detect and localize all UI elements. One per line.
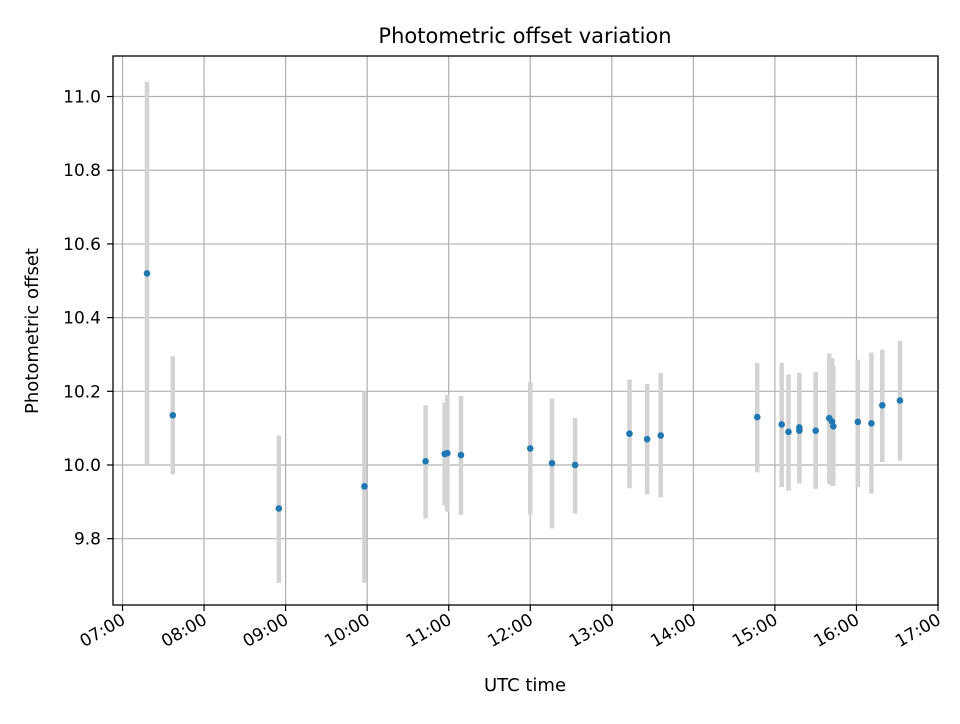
data-point	[361, 483, 368, 490]
data-point	[626, 430, 633, 437]
data-point	[778, 421, 785, 428]
y-tick-label: 11.0	[63, 88, 101, 108]
data-point	[812, 427, 819, 435]
y-tick-label: 10.0	[63, 456, 101, 476]
data-point	[444, 449, 451, 457]
data-point	[526, 445, 534, 452]
data-point	[457, 451, 465, 459]
data-point	[548, 459, 556, 467]
data-point	[830, 422, 837, 430]
data-point	[169, 411, 177, 419]
data-point	[796, 427, 803, 435]
x-axis-label: UTC time	[484, 675, 566, 696]
data-point	[275, 505, 283, 512]
y-axis-label: Photometric offset	[22, 248, 43, 414]
y-tick-label: 9.8	[74, 530, 101, 550]
data-point	[785, 428, 792, 436]
y-tick-label: 10.2	[63, 382, 101, 402]
data-points	[143, 270, 904, 512]
y-axis-ticks: 9.8 10.0 10.2 10.4 10.6 10.8 11.0	[63, 88, 113, 550]
data-point	[657, 432, 665, 439]
data-point	[753, 413, 761, 421]
y-tick-label: 10.8	[63, 161, 101, 181]
chart-title: Photometric offset variation	[378, 24, 671, 48]
data-point	[868, 420, 875, 427]
data-point	[422, 458, 429, 465]
data-point	[878, 401, 886, 409]
data-point	[143, 270, 151, 277]
plot-frame	[112, 55, 939, 606]
data-point	[643, 435, 651, 443]
y-tick-label: 10.4	[63, 309, 101, 329]
data-point	[854, 418, 862, 426]
data-point	[571, 461, 579, 469]
y-tick-label: 10.6	[63, 235, 101, 255]
data-point	[896, 397, 904, 404]
